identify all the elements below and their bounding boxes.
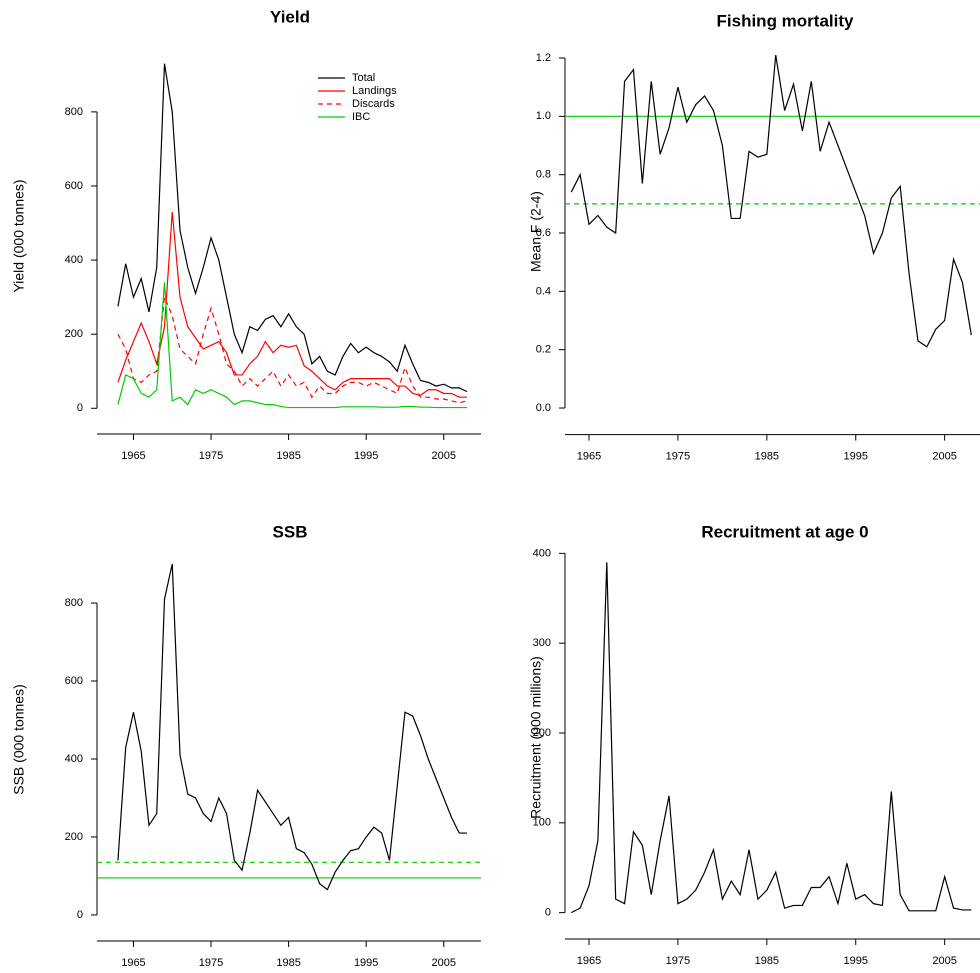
chart-title: Recruitment at age 0 — [701, 522, 868, 541]
y-tick-label: 0 — [545, 907, 551, 919]
x-tick-label: 1975 — [666, 955, 690, 967]
y-tick-label: 400 — [65, 753, 83, 765]
series-line — [117, 563, 468, 891]
x-tick-label: 1975 — [199, 450, 223, 462]
y-tick-label: 200 — [533, 727, 551, 739]
y-axis-label: Recruitment (000 millions) — [528, 656, 544, 819]
y-tick-label: 0 — [77, 909, 83, 921]
series-line — [117, 63, 468, 393]
x-tick-label: 1995 — [844, 451, 868, 463]
x-tick-label: 1985 — [276, 957, 300, 969]
legend-label: IBC — [352, 111, 370, 123]
y-tick-label: 0 — [77, 402, 83, 414]
y-tick-label: 0.0 — [536, 402, 551, 414]
y-tick-label: 200 — [65, 328, 83, 340]
x-tick-label: 1985 — [755, 955, 779, 967]
x-tick-label: 2005 — [932, 955, 956, 967]
chart-title: Yield — [270, 7, 310, 26]
x-tick-label: 1975 — [666, 451, 690, 463]
y-tick-label: 100 — [533, 817, 551, 829]
y-tick-label: 600 — [65, 180, 83, 192]
series-line — [570, 562, 972, 914]
legend-label: Landings — [352, 85, 397, 97]
y-tick-label: 0.8 — [536, 169, 551, 181]
y-tick-label: 800 — [65, 106, 83, 118]
legend-label: Total — [352, 72, 375, 84]
x-tick-label: 2005 — [932, 451, 956, 463]
y-axis-label: Yield (000 tonnes) — [11, 179, 27, 292]
x-tick-label: 2005 — [432, 957, 456, 969]
y-tick-label: 300 — [533, 637, 551, 649]
x-tick-label: 1995 — [844, 955, 868, 967]
y-tick-label: 200 — [65, 831, 83, 843]
y-tick-label: 0.2 — [536, 344, 551, 356]
series-line — [117, 296, 468, 404]
series-line — [117, 282, 468, 409]
y-tick-label: 1.0 — [536, 110, 551, 122]
y-tick-label: 600 — [65, 675, 83, 687]
y-tick-label: 0.4 — [536, 285, 551, 297]
chart-title: Fishing mortality — [717, 11, 855, 30]
x-tick-label: 1965 — [577, 451, 601, 463]
x-tick-label: 1995 — [354, 450, 378, 462]
x-tick-label: 1985 — [276, 450, 300, 462]
y-tick-label: 1.2 — [536, 52, 551, 64]
x-tick-label: 1985 — [755, 451, 779, 463]
series-line — [117, 211, 468, 398]
legend-label: Discards — [352, 98, 395, 110]
x-tick-label: 1965 — [121, 957, 145, 969]
series-line — [570, 54, 972, 348]
y-tick-label: 400 — [65, 254, 83, 266]
y-tick-label: 800 — [65, 597, 83, 609]
y-axis-label: SSB (000 tonnes) — [11, 684, 27, 795]
x-tick-label: 2005 — [432, 450, 456, 462]
x-tick-label: 1975 — [199, 957, 223, 969]
x-tick-label: 1995 — [354, 957, 378, 969]
x-tick-label: 1965 — [577, 955, 601, 967]
chart-title: SSB — [273, 522, 308, 541]
y-axis-label: Mean F (2-4) — [528, 191, 544, 272]
y-tick-label: 0.6 — [536, 227, 551, 239]
y-tick-label: 400 — [533, 547, 551, 559]
x-tick-label: 1965 — [121, 450, 145, 462]
